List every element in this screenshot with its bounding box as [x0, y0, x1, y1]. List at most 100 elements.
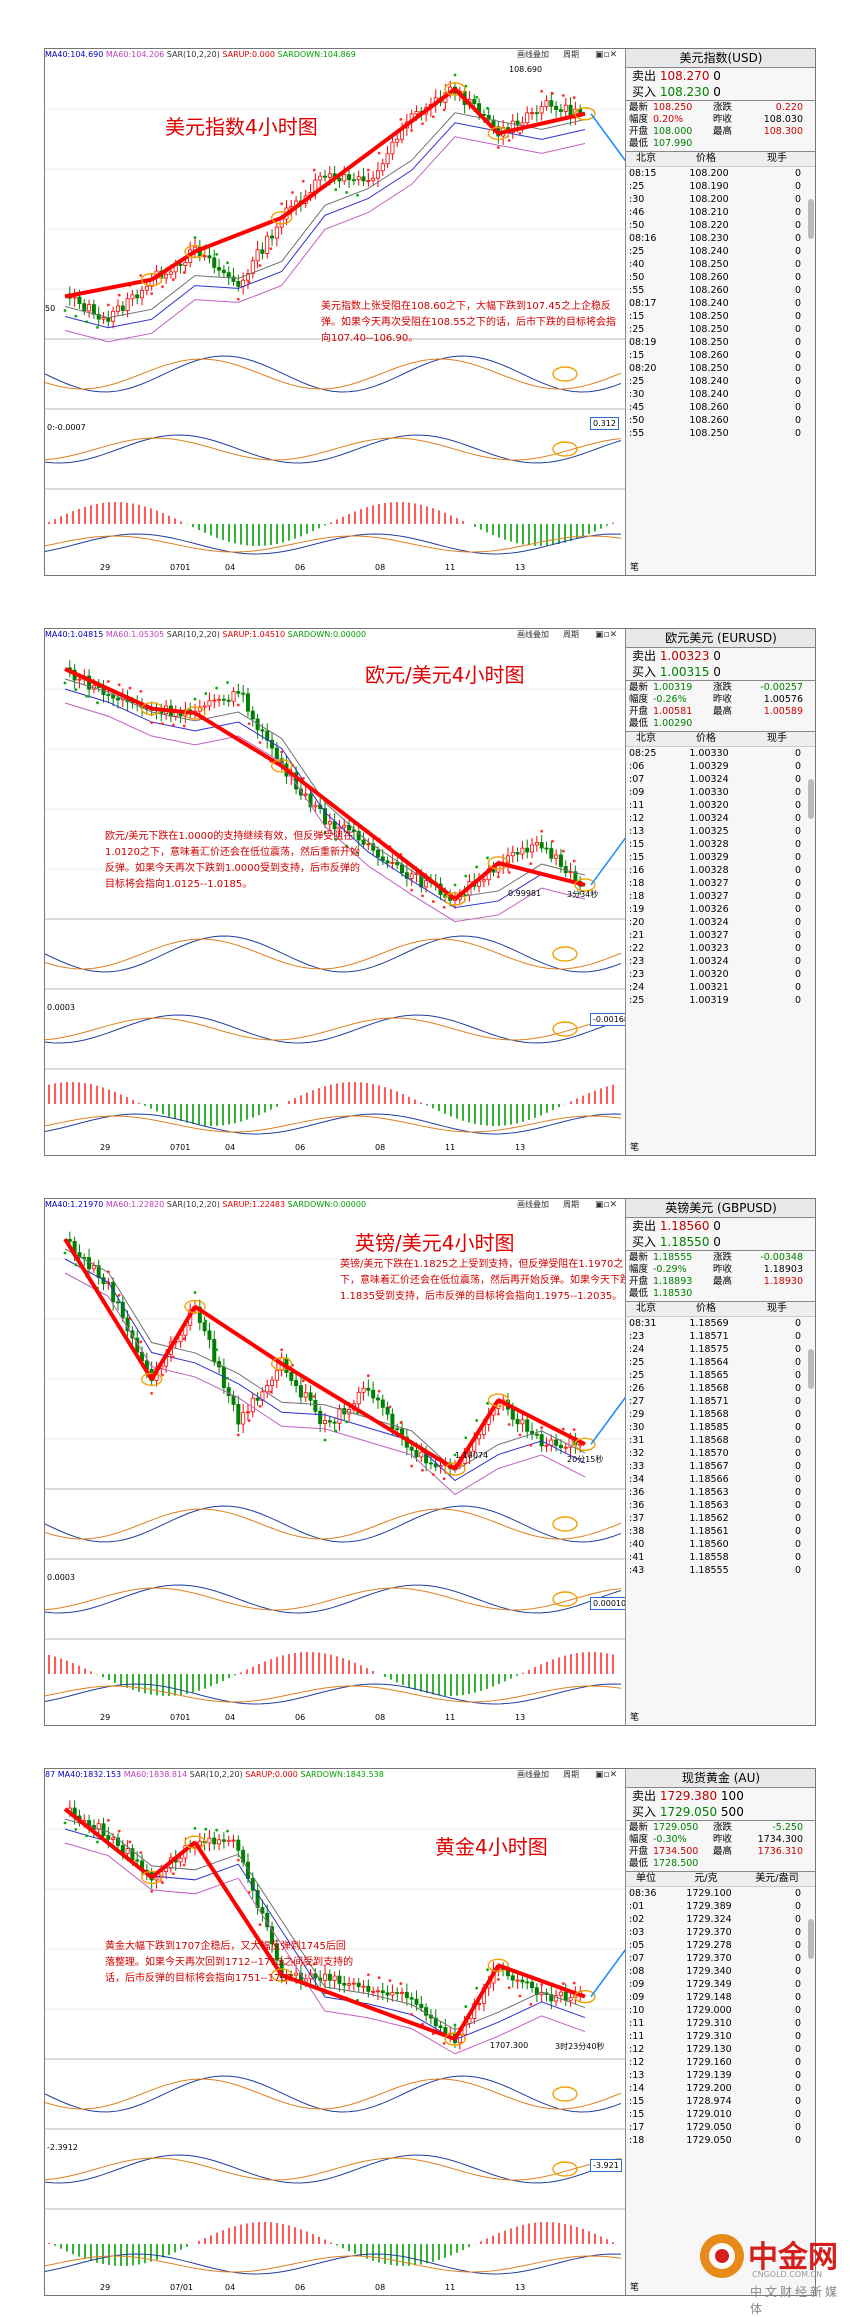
window-controls-icon[interactable]: ▣▫✕ [595, 50, 618, 60]
period-button[interactable]: 周期 [563, 1770, 579, 1779]
tick-scrollbar[interactable] [808, 1919, 814, 1959]
candle-body [380, 163, 385, 172]
tick-row: :25 1.18565 0 [629, 1370, 801, 1381]
tick-list[interactable]: 08:36 1729.100 0:01 1729.389 0:02 1729.324 0:0… [626, 1887, 815, 2147]
candle-body [168, 271, 173, 275]
tick-list[interactable]: 08:25 1.00330 0:06 1.00329 0:07 1.00324 0:09 1.… [626, 747, 815, 1007]
candle-body [274, 1943, 279, 1961]
sar-dot [247, 1890, 251, 1894]
tick-table-header: 单位 元/克 美元/盎司 [626, 1872, 815, 1887]
candle-body [404, 872, 409, 879]
sar-dot [421, 1468, 424, 1472]
sar-dot [96, 325, 99, 329]
window-controls-icon[interactable]: ▣▫✕ [595, 1770, 618, 1780]
buy-quote[interactable]: 买入 1.18550 0 [632, 1235, 721, 1249]
sar-dot [421, 894, 424, 898]
sar-dot [182, 271, 186, 274]
stat-row: 幅度 -0.26% 昨收 1.00576 [629, 694, 803, 705]
x-tick-label: 13 [515, 563, 526, 572]
sar-dot [161, 285, 164, 289]
buy-quote[interactable]: 买入 108.230 0 [632, 85, 721, 99]
candle-body [380, 1990, 385, 1994]
trend-arrow [280, 87, 457, 220]
sar-dot [161, 1881, 164, 1885]
tick-scrollbar[interactable] [808, 199, 814, 239]
tick-row: :16 1.00328 0 [629, 865, 801, 876]
sar-dot [518, 1994, 522, 1998]
candle-body [255, 249, 260, 262]
candle-body [520, 847, 525, 855]
sar-dot [161, 1373, 164, 1377]
draw-overlay-button[interactable]: 画线叠加 [517, 1200, 549, 1209]
tick-row: 08:36 1729.100 0 [629, 1888, 801, 1899]
ma40-line [64, 1258, 586, 1482]
tick-row: :17 1729.050 0 [629, 2122, 801, 2133]
trend-arrow [497, 1963, 586, 1999]
tick-row: :13 1729.139 0 [629, 2070, 801, 2081]
buy-volume: 0 [713, 85, 721, 99]
sar-dot [204, 692, 208, 695]
indicator-value-box: 0.00010 [590, 1597, 630, 1610]
sell-price: 1.00323 [659, 649, 710, 663]
turning-point-marker [487, 1958, 510, 1973]
sar-dot [529, 862, 533, 866]
signal-line-1 [45, 533, 622, 555]
sar-dot [85, 320, 89, 324]
candle-body [221, 698, 226, 701]
window-controls-icon[interactable]: ▣▫✕ [595, 630, 618, 640]
trend-arrow [193, 1304, 283, 1366]
candle-body [525, 112, 530, 124]
stat-row: 开盘 1.18893 最高 1.18930 [629, 1276, 803, 1287]
trend-arrow [453, 1964, 501, 2041]
sell-quote[interactable]: 卖出 1.00323 0 [632, 649, 721, 663]
draw-overlay-button[interactable]: 画线叠加 [517, 630, 549, 639]
tick-row: :08 1729.340 0 [629, 1966, 801, 1977]
tick-row: :55 108.260 0 [629, 285, 801, 296]
tick-list[interactable]: 08:31 1.18569 0:23 1.18571 0:24 1.18575 0:25 1.… [626, 1317, 815, 1577]
window-controls-icon[interactable]: ▣▫✕ [595, 1200, 618, 1210]
period-button[interactable]: 周期 [563, 1200, 579, 1209]
sell-quote[interactable]: 卖出 1.18560 0 [632, 1219, 721, 1233]
sar-dot [442, 108, 446, 112]
macd-line-2 [45, 1587, 622, 1611]
buy-quote[interactable]: 买入 1729.050 500 [632, 1805, 744, 1819]
osc-scale-label: -2.3912 [47, 2143, 78, 2152]
draw-overlay-button[interactable]: 画线叠加 [517, 1770, 549, 1779]
candle-body [270, 1379, 275, 1386]
candle-body [207, 700, 212, 707]
sar-dot [150, 1889, 154, 1893]
kdj-line-2 [45, 938, 622, 970]
tick-scrollbar[interactable] [808, 779, 814, 819]
sar-dot [182, 1337, 186, 1341]
candle-body [467, 1450, 472, 1457]
draw-overlay-button[interactable]: 画线叠加 [517, 50, 549, 59]
sar-dot [215, 252, 219, 256]
sar-dot [236, 297, 240, 301]
sar-dot [291, 1960, 294, 1964]
trend-arrow [150, 1840, 197, 1879]
candle-body [332, 1975, 337, 1981]
candle-body [530, 844, 535, 853]
candle-body [395, 862, 400, 866]
kdj-line-2 [45, 358, 622, 390]
candle-body [539, 1992, 544, 1995]
period-button[interactable]: 周期 [563, 630, 579, 639]
sar-dot [74, 1263, 78, 1267]
sell-quote[interactable]: 卖出 108.270 0 [632, 69, 721, 83]
candle-body [91, 1265, 96, 1270]
tick-list[interactable]: 08:15 108.200 0:25 108.190 0:30 108.200 0:46 10… [626, 167, 815, 440]
candle-body [298, 788, 303, 796]
candle-body [366, 180, 371, 182]
sell-quote[interactable]: 卖出 1729.380 100 [632, 1789, 744, 1803]
tick-row: :09 1729.148 0 [629, 1992, 801, 2003]
sar-dot [106, 1270, 110, 1274]
buy-quote[interactable]: 买入 1.00315 0 [632, 665, 721, 679]
period-button[interactable]: 周期 [563, 50, 579, 59]
tick-scrollbar[interactable] [808, 1349, 814, 1389]
candle-body [414, 1449, 419, 1458]
candle-body [236, 1404, 241, 1425]
sar-dot [269, 247, 273, 251]
sar-dot [280, 750, 284, 754]
candle-body [366, 1387, 371, 1391]
ma60-line [64, 1842, 586, 2055]
